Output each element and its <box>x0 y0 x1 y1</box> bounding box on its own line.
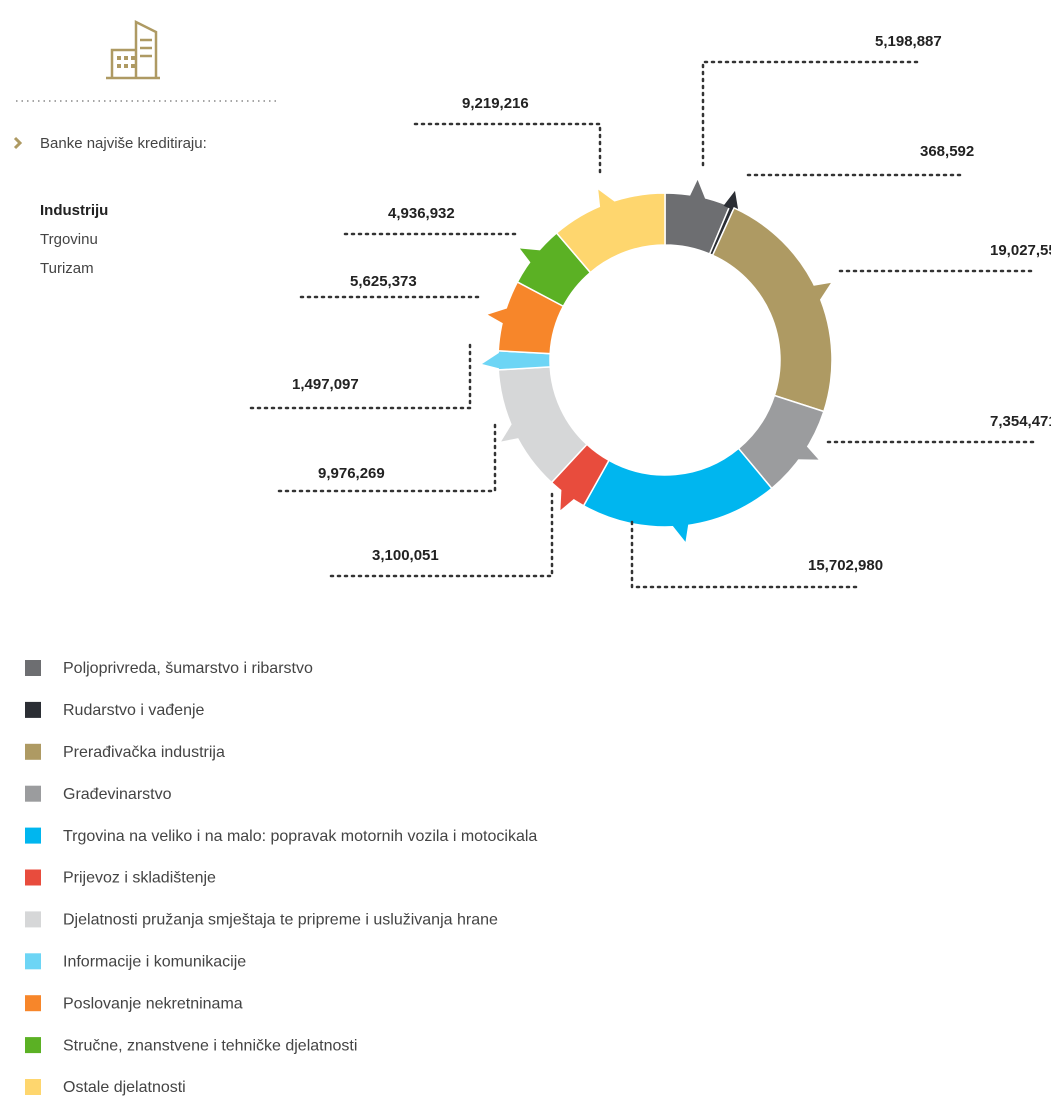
sidebar-heading: Banke najviše kreditiraju: <box>40 135 207 152</box>
value-label: 3,100,051 <box>372 547 439 564</box>
value-label: 4,936,932 <box>388 205 455 222</box>
legend-label: Trgovina na veliko i na malo: popravak m… <box>63 828 537 845</box>
value-label: 1,497,097 <box>292 376 359 393</box>
leader-line <box>273 423 497 493</box>
value-label: 5,625,373 <box>350 273 417 290</box>
legend-label: Rudarstvo i vađenje <box>63 702 205 719</box>
legend-label: Poslovanje nekretninama <box>63 995 243 1012</box>
legend-label: Građevinarstvo <box>63 786 172 803</box>
sidebar-item: Turizam <box>40 260 94 277</box>
legend-swatch <box>25 701 41 718</box>
value-label: 19,027,557 <box>990 242 1051 259</box>
slice-pointer <box>723 190 739 213</box>
leader-line <box>413 122 602 174</box>
sidebar-item: Industriju <box>40 202 108 219</box>
building-icon <box>106 19 160 80</box>
slice-pointer <box>796 445 819 460</box>
slice-pointer <box>689 179 706 201</box>
legend-swatch <box>25 827 41 844</box>
legend-label: Ostale djelatnosti <box>63 1079 186 1096</box>
donut-slice <box>582 447 773 528</box>
leader-line <box>630 520 862 589</box>
slice-pointer <box>519 248 542 264</box>
legend-label: Prerađivačka industrija <box>63 744 225 761</box>
slice-pointer <box>671 523 689 542</box>
slice-pointer <box>812 282 831 302</box>
legend-label: Prijevoz i skladištenje <box>63 870 216 887</box>
legend-swatch <box>25 1079 41 1095</box>
legend-swatch <box>25 1037 41 1054</box>
legend-label: Stručne, znanstvene i tehničke djelatnos… <box>63 1037 357 1054</box>
leader-line <box>328 492 554 578</box>
value-label: 368,592 <box>920 143 974 160</box>
legend-swatch <box>25 995 41 1012</box>
slice-pointer <box>482 352 501 369</box>
bullet-arrow <box>13 136 23 150</box>
slice-pointer <box>501 422 520 442</box>
legend-label: Poljoprivreda, šumarstvo i ribarstvo <box>63 660 313 677</box>
legend-label: Djelatnosti pružanja smještaja te pripre… <box>63 912 498 929</box>
donut-slice <box>711 206 833 413</box>
slice-pointer <box>487 307 509 324</box>
value-label: 9,219,216 <box>462 95 529 112</box>
legend-swatch <box>25 953 41 970</box>
slice-pointer <box>598 189 616 209</box>
value-label: 5,198,887 <box>875 33 942 50</box>
value-label: 9,976,269 <box>318 465 385 482</box>
value-label: 7,354,471 <box>990 413 1051 430</box>
leader-line <box>246 343 472 410</box>
legend-swatch <box>25 911 41 928</box>
legend-label: Informacije i komunikacije <box>63 954 246 971</box>
leader-line <box>701 60 922 167</box>
legend-swatch <box>25 660 41 676</box>
donut-slice <box>555 192 666 274</box>
sidebar-item: Trgovinu <box>40 231 98 248</box>
slice-pointer <box>560 488 575 511</box>
value-label: 15,702,980 <box>808 557 883 574</box>
legend-swatch <box>25 743 41 760</box>
legend-swatch <box>25 869 41 886</box>
legend-swatch <box>25 785 41 802</box>
